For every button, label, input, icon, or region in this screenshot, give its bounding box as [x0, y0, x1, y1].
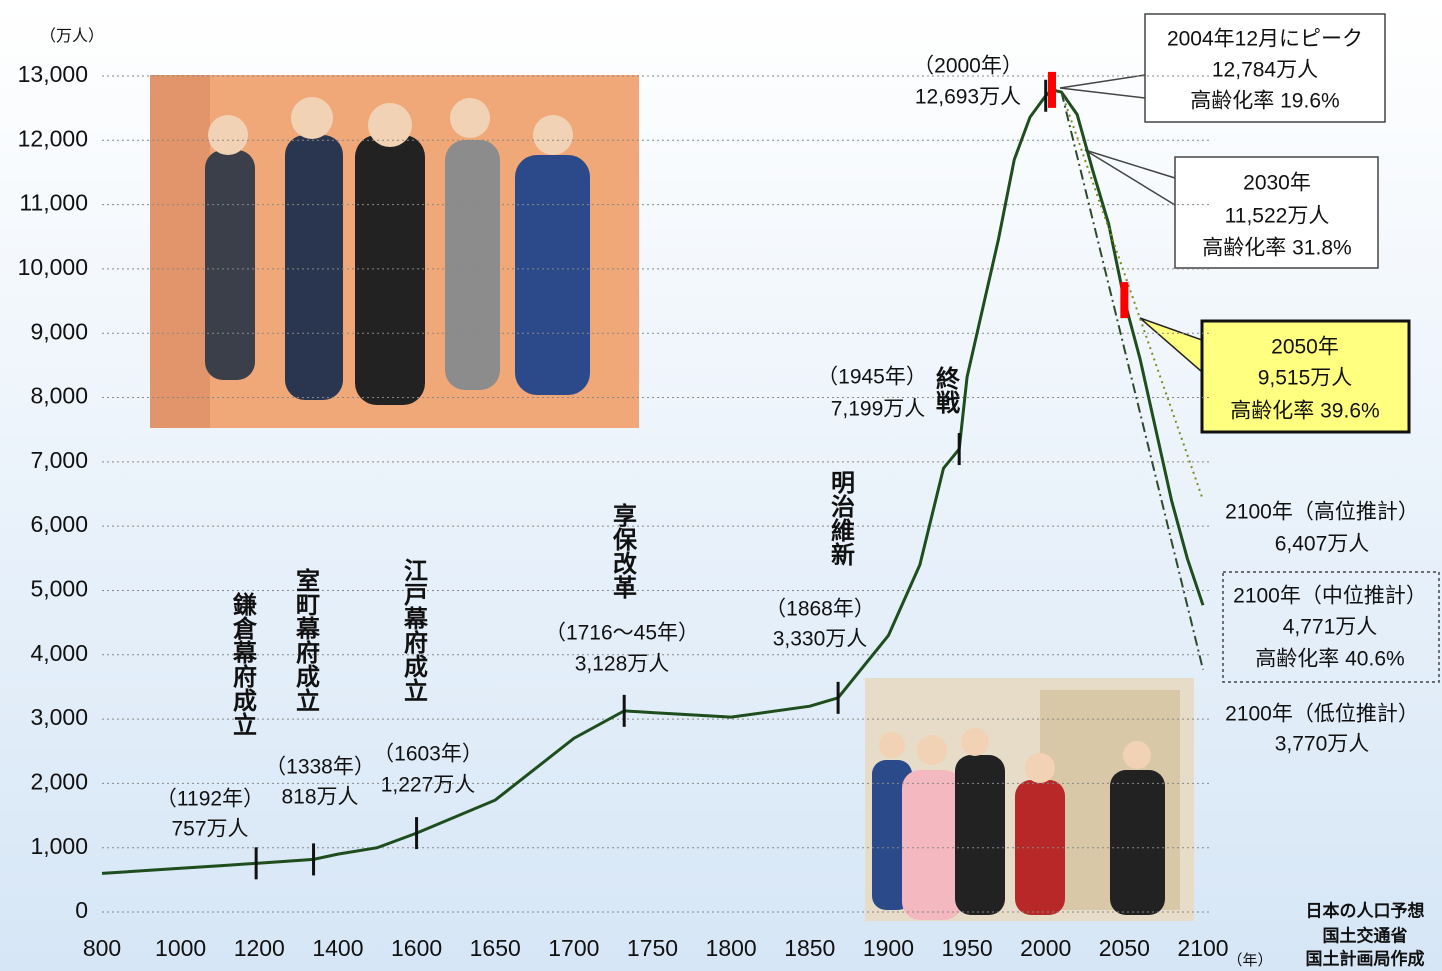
- y-tick-label: 11,000: [19, 190, 88, 216]
- x-tick-label: 1200: [234, 935, 285, 961]
- annotation: （1945年）: [817, 366, 927, 389]
- annotation: （2000年）: [913, 55, 1023, 78]
- event-label: 鎌倉幕府成立: [229, 591, 258, 736]
- y-tick-label: 10,000: [18, 254, 88, 280]
- x-tick-label: 1950: [941, 935, 992, 961]
- x-tick-label: 1750: [627, 935, 678, 961]
- y-axis-label: （万人）: [40, 27, 104, 45]
- annotation: 2100年（低位推計）: [1225, 703, 1419, 726]
- x-tick-label: 1900: [863, 935, 914, 961]
- y-tick-label: 3,000: [30, 704, 88, 730]
- x-tick-label: 2000: [1020, 935, 1071, 961]
- annotation: （1716〜45年）: [545, 622, 699, 645]
- annotation: 2100年（高位推計）: [1225, 501, 1419, 524]
- x-tick-label: 1400: [312, 935, 363, 961]
- annotation: 高齢化率 40.6%: [1255, 648, 1404, 671]
- event-label: 室町幕府成立: [292, 567, 321, 712]
- y-tick-label: 12,000: [18, 125, 88, 151]
- event-label: 終戦: [932, 365, 960, 414]
- annotation: 高齢化率 39.6%: [1230, 400, 1379, 423]
- value-label: 12,693万人: [915, 86, 1021, 109]
- annotation: 高齢化率 31.8%: [1202, 237, 1351, 260]
- x-tick-label: 1000: [155, 935, 206, 961]
- annotation: 高齢化率 19.6%: [1190, 90, 1339, 113]
- annotation: （1868年）: [765, 598, 875, 621]
- y-tick-label: 5,000: [30, 576, 88, 602]
- y-tick-label: 1,000: [30, 833, 88, 859]
- x-tick-label: 1700: [548, 935, 599, 961]
- y-tick-label: 9,000: [30, 318, 88, 344]
- event-label: 江戸幕府成立: [400, 558, 429, 702]
- y-tick-label: 13,000: [18, 61, 88, 87]
- value-label: 3,770万人: [1275, 733, 1370, 756]
- photo-staff: [150, 75, 639, 428]
- x-axis-label: （年）: [1227, 952, 1272, 969]
- x-tick-label: 1800: [706, 935, 757, 961]
- value-label: 818万人: [281, 786, 358, 809]
- chart: （万人） （年） 日本の人口予想 国土交通省 国土計画局作成 0 1,000 2,0…: [0, 0, 1442, 971]
- highlight-marker: [1120, 282, 1128, 318]
- value-label: 9,515万人: [1258, 367, 1353, 390]
- event-label: 明治維新: [827, 470, 855, 567]
- annotation: （1192年）: [156, 788, 264, 811]
- photo-team: [865, 678, 1194, 921]
- annotation: （1338年）: [265, 756, 375, 779]
- y-tick-label: 6,000: [30, 511, 88, 537]
- value-label: 1,227万人: [381, 774, 476, 797]
- event-label: 享保改革: [609, 502, 638, 599]
- value-label: 3,330万人: [773, 628, 868, 651]
- x-tick-label: 2100: [1177, 935, 1228, 961]
- y-tick-label: 2,000: [30, 768, 88, 794]
- annotation: （1603年）: [373, 743, 483, 766]
- annotation: 2050年: [1271, 336, 1339, 359]
- y-tick-label: 0: [75, 897, 88, 923]
- x-tick-label: 1600: [391, 935, 442, 961]
- source: 日本の人口予想: [1306, 900, 1425, 920]
- value-label: 757万人: [171, 818, 248, 841]
- annotation: 2100年（中位推計）: [1233, 585, 1427, 608]
- value-label: 7,199万人: [831, 398, 926, 421]
- source: 国土交通省: [1323, 925, 1408, 945]
- value-label: 4,771万人: [1283, 616, 1378, 639]
- value-label: 6,407万人: [1275, 533, 1370, 556]
- source: 国土計画局作成: [1306, 948, 1425, 968]
- value-label: 12,784万人: [1212, 59, 1318, 82]
- x-tick-label: 2050: [1099, 935, 1150, 961]
- x-tick-label: 1650: [470, 935, 521, 961]
- annotation: 2004年12月にピーク: [1167, 28, 1363, 51]
- highlight-marker: [1048, 72, 1056, 108]
- value-label: 3,128万人: [575, 653, 670, 676]
- annotation: 2030年: [1243, 172, 1311, 195]
- x-tick-label: 1850: [784, 935, 835, 961]
- y-tick-label: 4,000: [30, 640, 88, 666]
- y-tick-label: 7,000: [30, 447, 88, 473]
- x-tick-label: 800: [83, 935, 121, 961]
- y-tick-label: 8,000: [30, 383, 88, 409]
- value-label: 11,522万人: [1225, 205, 1330, 228]
